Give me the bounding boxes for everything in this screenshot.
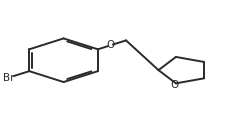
- Text: O: O: [106, 40, 114, 50]
- Text: Br: Br: [3, 73, 14, 83]
- Text: O: O: [171, 80, 179, 90]
